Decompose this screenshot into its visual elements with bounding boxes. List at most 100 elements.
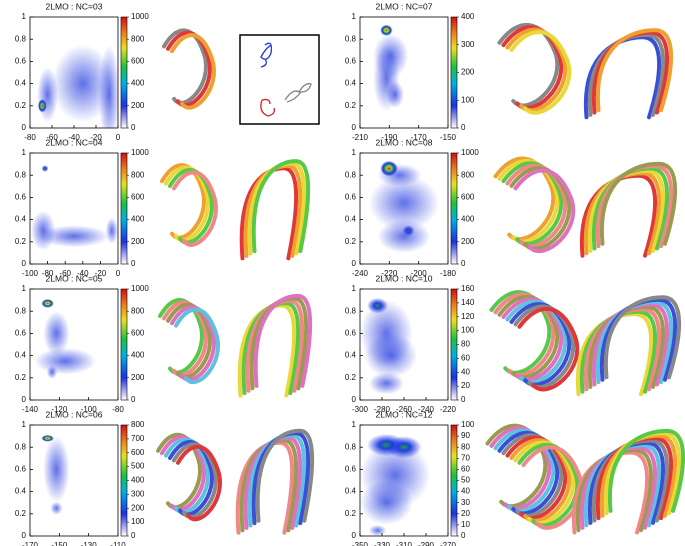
colorbar-label: 200 [461, 68, 475, 77]
density [41, 434, 70, 515]
colorbar [120, 288, 128, 401]
x-tick-label: -240 [352, 269, 369, 278]
x-tick-label: -280 [374, 405, 391, 414]
y-tick-label: 0.4 [15, 351, 27, 360]
density-blob [43, 436, 70, 503]
colorbar-label: 600 [131, 57, 145, 66]
y-tick-label: 0 [22, 395, 27, 404]
x-tick-label: -140 [22, 405, 39, 414]
density-blob [43, 311, 70, 356]
ribbon-strand [501, 297, 564, 382]
x-tick-label: -20 [90, 133, 102, 142]
y-tick-label: 1 [352, 420, 357, 429]
colorbar-label: 0 [461, 259, 466, 268]
plot-frame [29, 424, 119, 537]
ribbon-strand [587, 304, 666, 389]
ribbon-strand [579, 173, 658, 258]
y-tick-label: 0.2 [345, 101, 357, 110]
ribbon-strand [599, 297, 678, 382]
ribbon-strand [493, 292, 556, 378]
density-blob [377, 219, 431, 253]
colorbar-label: 1000 [131, 12, 149, 21]
y-tick-label: 0.2 [15, 101, 27, 110]
colorbar-label: 60 [461, 353, 470, 362]
y-tick-label: 0.2 [15, 509, 27, 518]
ribbon-strand [176, 444, 222, 522]
ribbon-strand [251, 431, 311, 526]
colorbar-label: 600 [131, 329, 145, 338]
colorbar-label: 500 [131, 462, 145, 471]
colorbar-label: 0 [131, 395, 136, 404]
ribbon-strand [603, 431, 682, 516]
ribbon-strand [243, 163, 303, 258]
x-tick-label: -80 [112, 405, 124, 414]
ribbon-strand [587, 32, 666, 117]
ribbon-strand [599, 161, 678, 246]
colorbar-label: 0 [131, 259, 136, 268]
x-tick-label: -210 [352, 133, 369, 142]
ribbon-strand [595, 300, 674, 385]
colorbar-label: 100 [131, 517, 145, 526]
y-tick-label: 1 [22, 420, 27, 429]
y-tick-label: 0.4 [15, 487, 27, 496]
y-tick-label: 0.8 [15, 306, 27, 315]
plot-frame [29, 288, 119, 401]
x-tick-label: -170 [411, 133, 428, 142]
density [360, 433, 431, 536]
colorbar-label: 70 [461, 453, 470, 462]
colorbar-label: 400 [131, 79, 145, 88]
ribbon-strand [583, 35, 662, 120]
ribbon-strand [591, 166, 670, 251]
x-tick-label: -240 [418, 405, 435, 414]
y-tick-label: 1 [352, 284, 357, 293]
ribbon-strand [497, 158, 560, 244]
x-tick-label: -110 [110, 541, 126, 546]
x-tick-label: -80 [24, 133, 36, 142]
ribbon-strand [485, 423, 548, 509]
density [373, 24, 409, 112]
y-tick-label: 0.8 [345, 306, 357, 315]
x-tick-label: -150 [440, 133, 457, 142]
colorbar-label: 140 [461, 298, 475, 307]
y-tick-label: 0 [352, 123, 357, 132]
x-tick-label: 0 [116, 133, 121, 142]
ribbon-strand [575, 312, 654, 397]
ribbon-strand [243, 435, 303, 530]
ribbon-strand [509, 438, 572, 523]
density-blob [38, 225, 110, 248]
ribbon-strand [595, 164, 674, 249]
colorbar [120, 16, 128, 129]
colorbar-label: 80 [461, 340, 470, 349]
density-blob [368, 372, 404, 395]
y-tick-label: 1 [352, 148, 357, 157]
ribbon-strand [164, 165, 210, 243]
ribbon-strand [505, 435, 568, 521]
ribbon-strand [579, 445, 658, 530]
colorbar-label: 0 [461, 123, 466, 132]
x-tick-label: -270 [440, 541, 457, 546]
ribbon-strand [513, 440, 576, 526]
panel-title: 2LMO : NC=12 [376, 409, 433, 419]
ribbon-strand [239, 438, 299, 533]
x-tick-label: -200 [411, 269, 428, 278]
density-blob [41, 298, 54, 308]
ribbon-strand [599, 433, 678, 518]
y-tick-label: 0.6 [345, 465, 357, 474]
ribbon-strand [513, 304, 576, 390]
panel-title: 2LMO : NC=05 [46, 273, 103, 283]
colorbar-label: 400 [461, 12, 475, 21]
y-tick-label: 0.2 [15, 373, 27, 382]
ribbon-strand [247, 161, 307, 256]
colorbar-label: 0 [461, 395, 466, 404]
colorbar [450, 424, 458, 537]
colorbar-label: 400 [461, 215, 475, 224]
plot-frame [359, 152, 449, 265]
x-tick-label: -130 [81, 541, 98, 546]
x-tick-label: -40 [68, 133, 80, 142]
ribbon-strand [595, 436, 674, 521]
ribbon-strand [607, 428, 685, 513]
ribbon-strand [521, 445, 584, 530]
colorbar-label: 40 [461, 367, 470, 376]
colorbar [120, 152, 128, 265]
